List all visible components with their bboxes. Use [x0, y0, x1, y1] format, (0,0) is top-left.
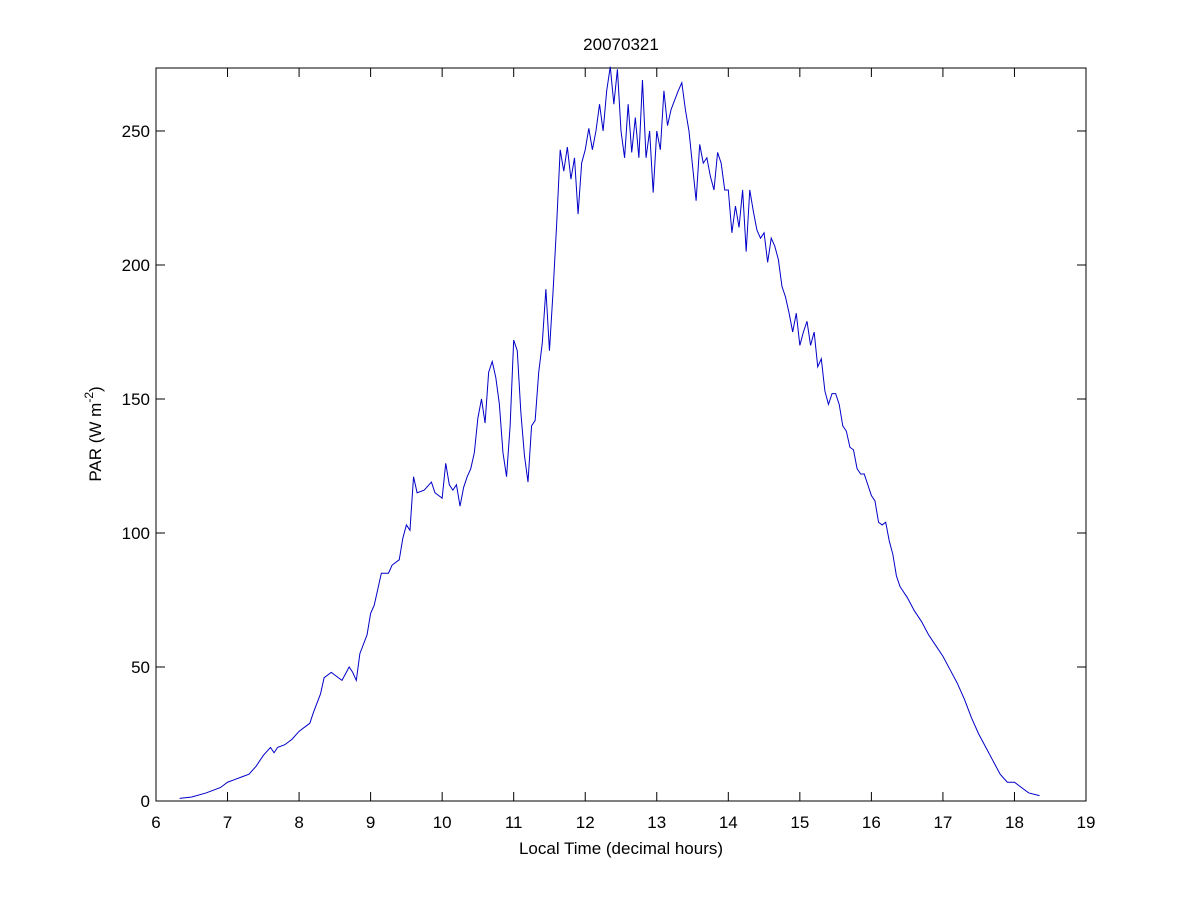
x-tick-label: 16 [862, 813, 881, 832]
chart-title: 20070321 [583, 35, 659, 54]
y-tick-label: 150 [122, 390, 150, 409]
y-tick-label: 100 [122, 524, 150, 543]
x-tick-label: 8 [294, 813, 303, 832]
y-label-exponent: -2 [82, 392, 96, 403]
x-tick-label: 7 [223, 813, 232, 832]
x-tick-label: 17 [933, 813, 952, 832]
x-tick-label: 13 [647, 813, 666, 832]
x-tick-label: 9 [366, 813, 375, 832]
y-tick-label: 0 [141, 792, 150, 811]
x-tick-label: 14 [719, 813, 738, 832]
x-tick-label: 11 [505, 813, 523, 832]
x-tick-label: 10 [433, 813, 452, 832]
y-tick-label: 200 [122, 256, 150, 275]
y-tick-label: 250 [122, 122, 150, 141]
x-tick-label: 19 [1077, 813, 1096, 832]
y-label-text: PAR (W m [86, 403, 105, 482]
x-tick-label: 12 [576, 813, 595, 832]
x-tick-label: 18 [1005, 813, 1024, 832]
x-tick-label: 15 [790, 813, 809, 832]
y-axis-label: PAR (W m-2) [82, 386, 105, 481]
y-label-end: ) [86, 386, 105, 392]
y-tick-label: 50 [131, 658, 150, 677]
data-line [179, 66, 1040, 799]
x-tick-label: 6 [151, 813, 160, 832]
plot-frame [155, 67, 1087, 802]
x-axis-label: Local Time (decimal hours) [519, 839, 723, 858]
